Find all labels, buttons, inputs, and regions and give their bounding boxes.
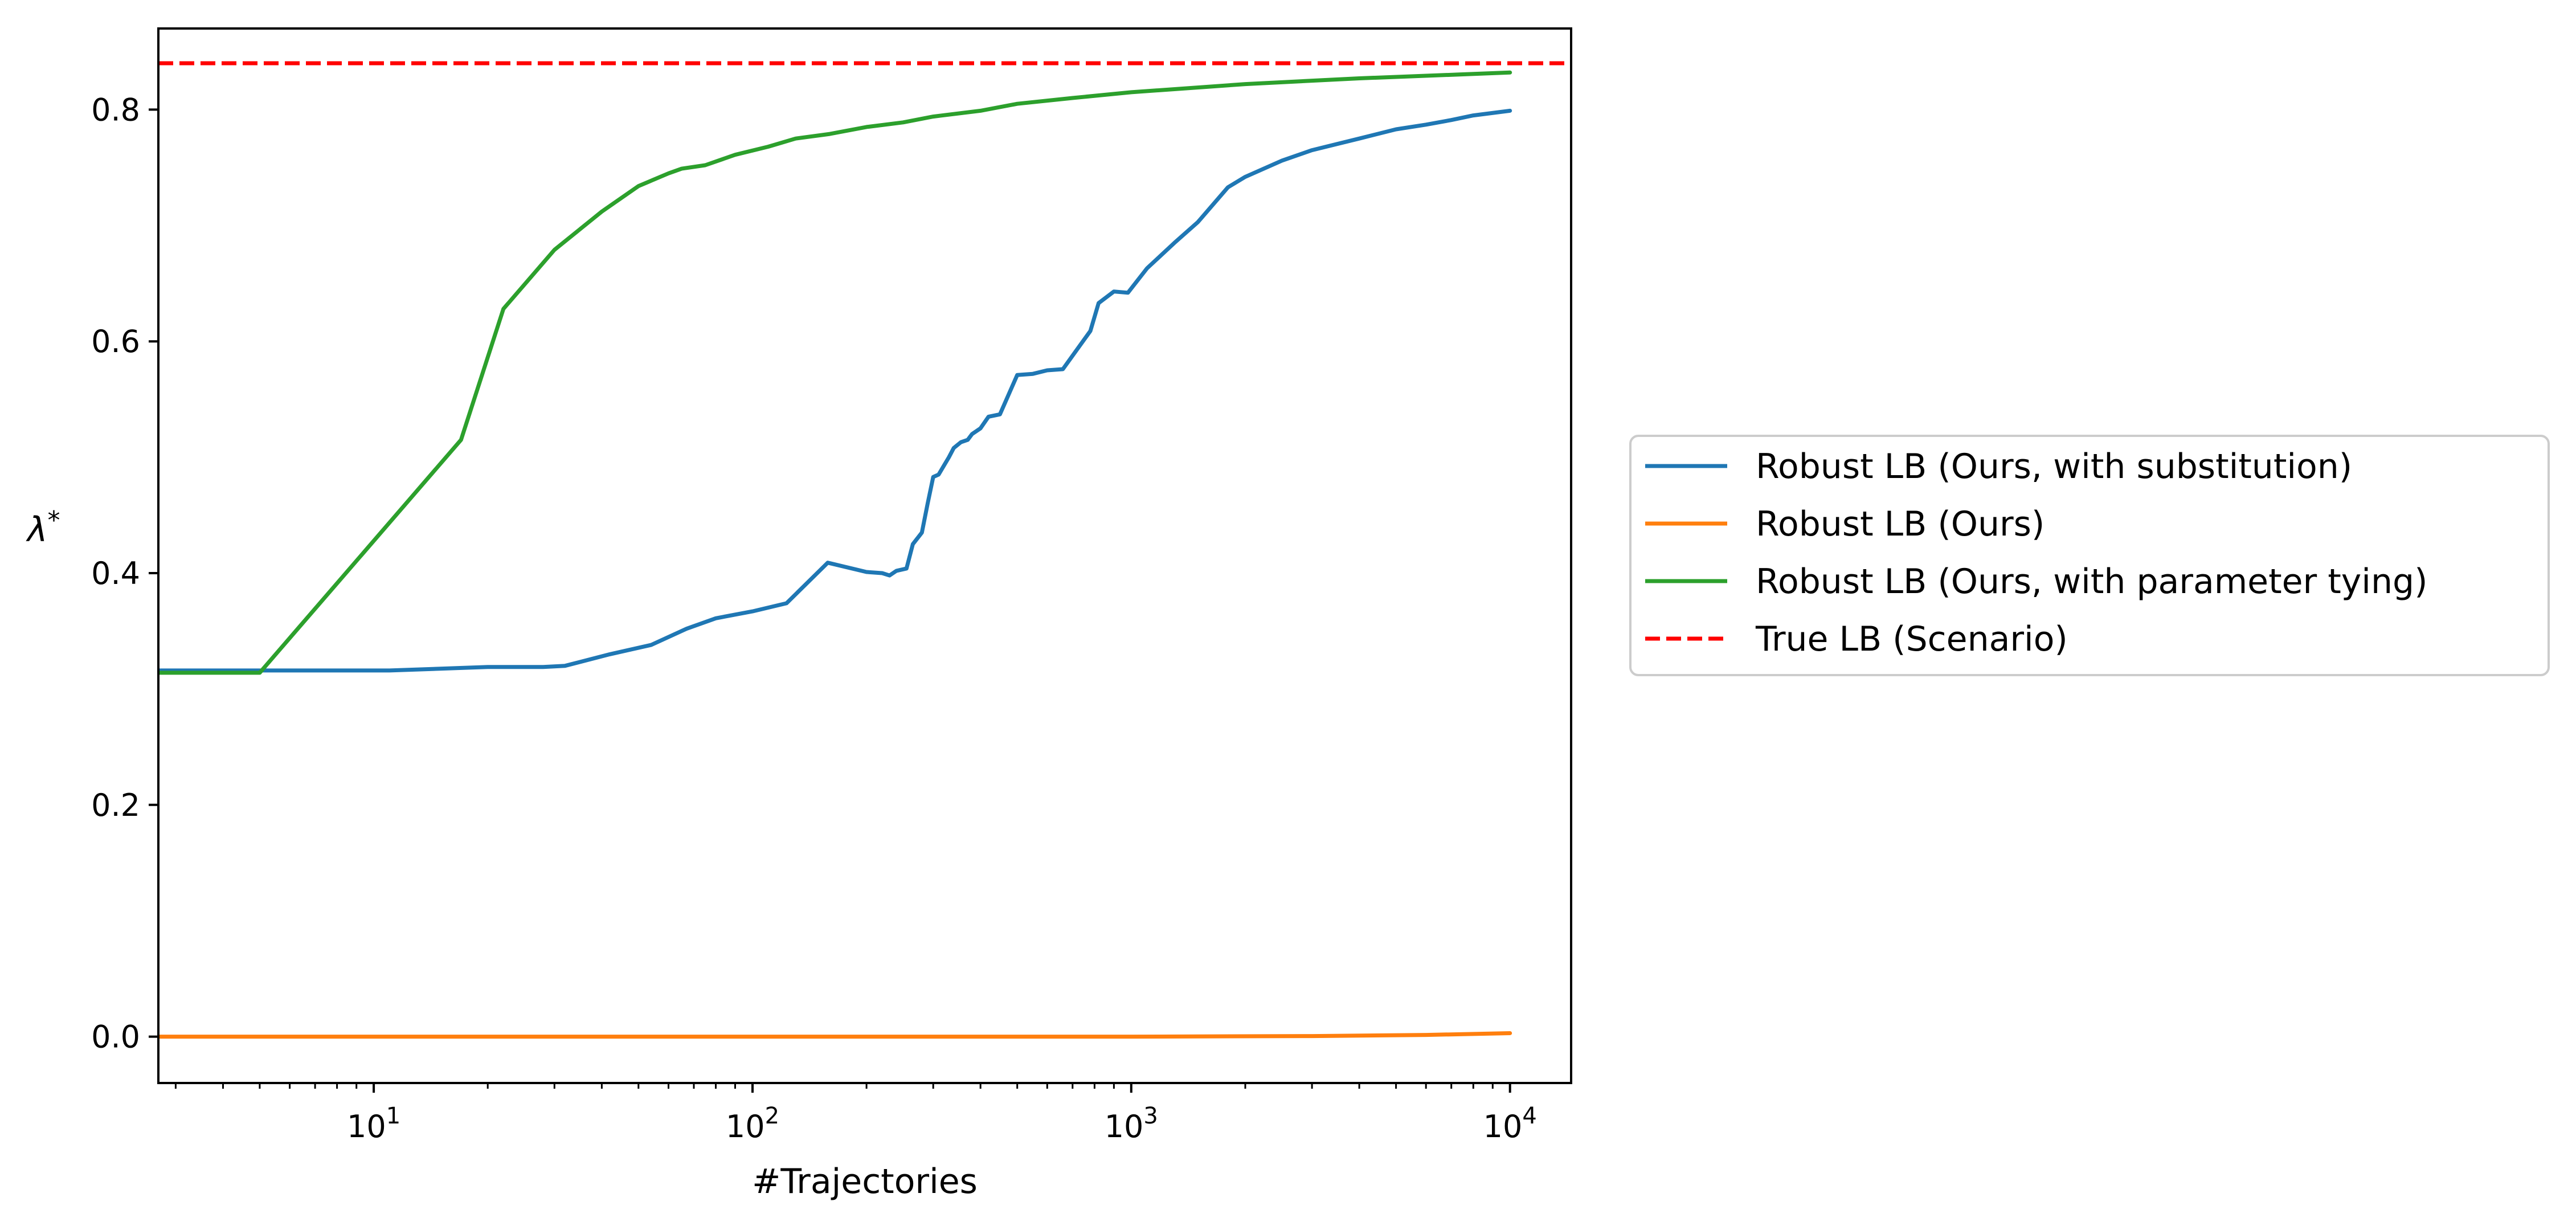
series-line-robust-lb-ours-with-parameter-tying [158,70,1512,675]
x-tick-label: 101 [347,1103,400,1145]
x-tick-label: 102 [726,1103,779,1145]
x-axis: 101 102 103 104 [174,1083,1537,1145]
legend-label-robust-lb-ours-with-substitution: Robust LB (Ours, with substitution) [1756,447,2352,487]
x-tick-label: 103 [1105,1103,1158,1145]
y-axis-label: λ* [26,506,60,550]
y-axis-label-sup: * [48,506,60,535]
y-tick-label: 0.6 [91,324,140,359]
series-layer [158,61,1571,1039]
y-tick-label: 0.8 [91,92,140,128]
x-tick-label: 104 [1483,1103,1537,1145]
plot-frame [157,27,1572,1084]
legend: Robust LB (Ours, with substitution) Robus… [1629,435,2550,676]
legend-label-robust-lb-ours: Robust LB (Ours) [1756,504,2045,544]
y-tick-label: 0.2 [91,787,140,823]
x-axis-label: #Trajectories [752,1162,978,1202]
y-tick-label: 0.4 [91,555,140,591]
legend-frame [1629,435,2550,676]
y-axis: 0.0 0.2 0.4 0.6 0.8 [91,92,158,1055]
legend-label-robust-lb-ours-with-parameter-tying: Robust LB (Ours, with parameter tying) [1756,562,2428,602]
legend-label-true-lb-scenario: True LB (Scenario) [1755,619,2068,659]
series-line-robust-lb-ours-with-substitution [158,108,1512,673]
series-line-robust-lb-ours [158,1031,1512,1039]
y-tick-label: 0.0 [91,1019,140,1055]
y-axis-label-main: λ [26,510,48,550]
